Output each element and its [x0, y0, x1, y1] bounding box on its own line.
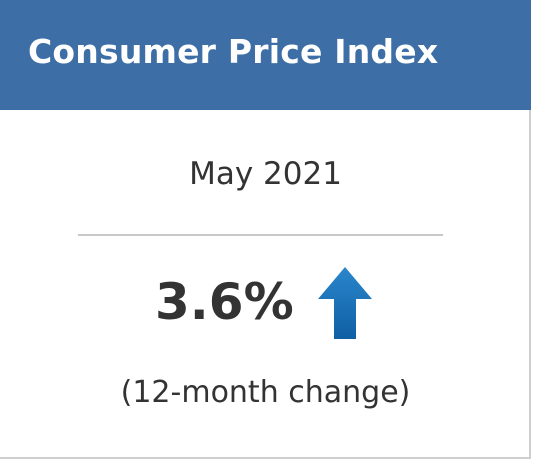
cpi-card: Consumer Price Index May 2021 3.6% (12-m…: [0, 0, 531, 459]
arrow-up-icon: [317, 267, 372, 343]
divider: [78, 234, 443, 236]
value-row: 3.6%: [155, 266, 372, 339]
card-title: Consumer Price Index: [28, 32, 439, 71]
card-header: Consumer Price Index: [0, 0, 531, 110]
period-label: May 2021: [189, 156, 342, 192]
cpi-value: 3.6%: [155, 273, 294, 331]
change-caption: (12-month change): [120, 375, 411, 410]
